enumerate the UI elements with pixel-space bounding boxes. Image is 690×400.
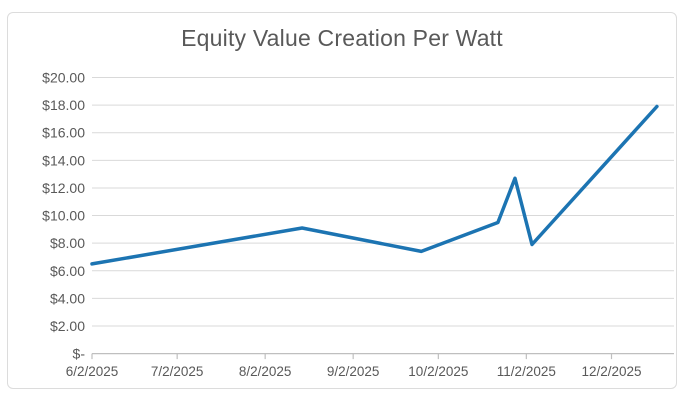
chart-title: Equity Value Creation Per Watt xyxy=(181,25,503,51)
y-axis-tick-label: $20.00 xyxy=(42,70,85,86)
y-axis-tick-label: $- xyxy=(73,346,86,362)
x-axis-tick-label: 11/2/2025 xyxy=(497,364,556,379)
y-axis-tick-label: $6.00 xyxy=(50,263,85,279)
y-axis-tick-label: $4.00 xyxy=(50,290,85,306)
y-axis-tick-label: $16.00 xyxy=(42,125,85,141)
x-axis-tick-label: 12/2/2025 xyxy=(581,364,641,379)
x-axis-tick-label: 9/2/2025 xyxy=(327,364,380,379)
y-axis-tick-label: $8.00 xyxy=(50,235,85,251)
y-axis-tick-label: $10.00 xyxy=(42,208,85,224)
y-axis-tick-label: $14.00 xyxy=(42,152,85,168)
data-series-line xyxy=(90,104,659,266)
x-axis-tick-label: 8/2/2025 xyxy=(239,364,292,379)
y-axis-tick-label: $2.00 xyxy=(50,318,85,334)
y-axis-tick-label: $18.00 xyxy=(42,97,85,113)
x-axis-tick-label: 6/2/2025 xyxy=(66,364,119,379)
x-axis-tick-label: 10/2/2025 xyxy=(408,364,468,379)
y-axis-tick-label: $12.00 xyxy=(42,180,85,196)
x-axis-tick-label: 7/2/2025 xyxy=(151,364,204,379)
